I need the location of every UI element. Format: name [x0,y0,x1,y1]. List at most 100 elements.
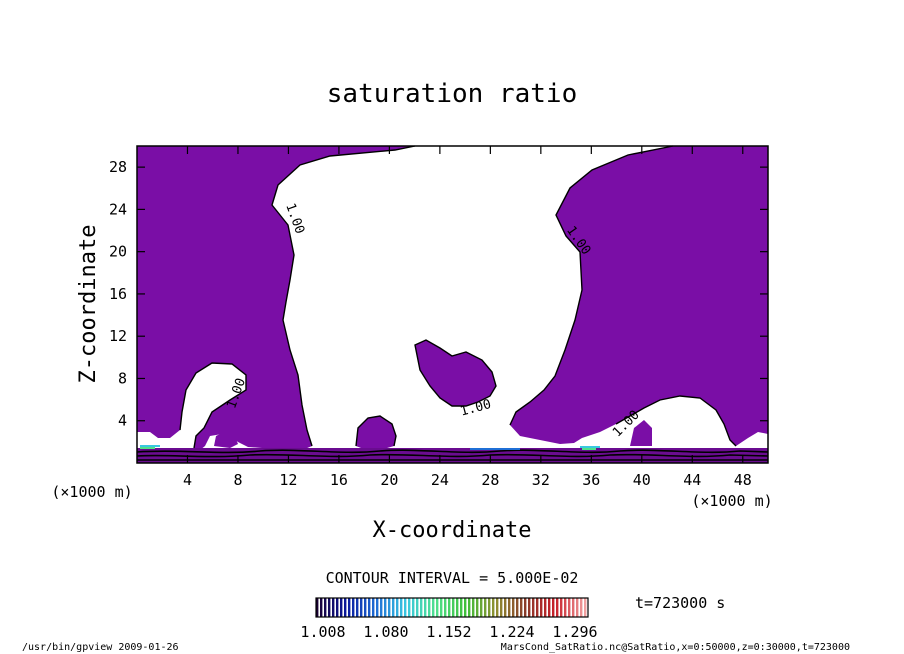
chart-title: saturation ratio [327,79,577,109]
colorbar-swatch [408,598,411,617]
y-axis-ticks: 4 8 12 16 20 24 28 [109,158,768,430]
colorbar-swatch [376,598,379,617]
colorbar-swatch [540,598,543,617]
colorbar-swatch [360,598,363,617]
colorbar-swatch [328,598,331,617]
colorbar-swatch [524,598,527,617]
colorbar-swatch [416,598,419,617]
surface-layer [136,445,769,463]
y-tick-label: 16 [109,285,127,303]
contour-left-loop [179,362,247,449]
colorbar-swatch [516,598,519,617]
colorbar-tick-label: 1.008 [300,623,345,641]
colorbar-swatch [332,598,335,617]
y-axis-title: Z-coordinate [76,225,101,384]
y-tick-label: 28 [109,158,127,176]
colorbar-swatch [552,598,555,617]
colorbar-swatch [544,598,547,617]
colorbar-swatch [336,598,339,617]
colorbar-swatch [352,598,355,617]
colorbar-swatch [512,598,515,617]
x-axis-title: X-coordinate [373,518,532,543]
colorbar-swatch [432,598,435,617]
colorbar-tick-label: 1.152 [426,623,471,641]
contour-left [271,145,416,447]
y-unit-label: (×1000 m) [51,483,132,501]
x-tick-label: 8 [233,471,242,489]
colorbar-swatch [564,598,567,617]
colorbar-swatch [560,598,563,617]
shaded-region-bump [214,432,238,448]
colorbar-swatch [428,598,431,617]
colorbar-swatch [372,598,375,617]
contour-right-loop [615,395,737,447]
colorbar-swatch [584,598,587,617]
colorbar-swatch [484,598,487,617]
shaded-region-left [137,146,415,451]
plot-frame [136,145,769,464]
colorbar-swatch [320,598,323,617]
colorbar-swatch [460,598,463,617]
colorbar-swatch [348,598,351,617]
contour-small [355,415,397,447]
colorbar-swatch [356,598,359,617]
colorbar-swatch [548,598,551,617]
shaded-region-center [415,340,496,406]
colorbar-swatch [480,598,483,617]
x-tick-label: 32 [532,471,550,489]
y-tick-label: 20 [109,243,127,261]
y-tick-label: 24 [109,200,127,218]
colorbar-swatch [488,598,491,617]
x-tick-label: 16 [330,471,348,489]
x-tick-label: 44 [683,471,701,489]
shaded-region-small [356,416,396,450]
colorbar-swatch [440,598,443,617]
surface-contour-1 [136,449,769,454]
colorbar-swatch [420,598,423,617]
colorbar [316,598,587,617]
x-tick-label: 24 [431,471,449,489]
y-tick-label: 8 [118,369,127,387]
colorbar-swatch [496,598,499,617]
colorbar-swatch [532,598,535,617]
contour-lines [179,145,737,449]
colorbar-swatch [508,598,511,617]
colorbar-swatch [340,598,343,617]
colorbar-swatch [400,598,403,617]
colorbar-swatch [448,598,451,617]
shaded-region-right [510,146,768,446]
contour-interval: CONTOUR INTERVAL = 5.000E-02 [326,569,579,587]
colorbar-swatch [572,598,575,617]
footer-left: /usr/bin/gpview 2009-01-26 [22,642,179,653]
x-tick-label: 48 [734,471,752,489]
colorbar-swatch [580,598,583,617]
x-tick-label: 36 [582,471,600,489]
x-tick-label: 28 [481,471,499,489]
colorbar-swatch [316,598,319,617]
colorbar-swatch [364,598,367,617]
colorbar-swatch [324,598,327,617]
colorbar-swatch [452,598,455,617]
colorbar-swatch [404,598,407,617]
x-tick-label: 40 [633,471,651,489]
colorbar-swatch [392,598,395,617]
time-label: t=723000 s [635,594,725,612]
colorbar-swatch [568,598,571,617]
x-tick-label: 12 [279,471,297,489]
colorbar-swatch [396,598,399,617]
colorbar-swatch [384,598,387,617]
colorbar-swatch [472,598,475,617]
colorbar-swatch [464,598,467,617]
footer-right: MarsCond_SatRatio.nc@SatRatio,x=0:50000,… [501,642,850,653]
colorbar-swatch [476,598,479,617]
x-axis-ticks: 4 8 12 16 20 24 28 32 36 40 44 48 [183,146,752,489]
colorbar-swatch [456,598,459,617]
colorbar-swatch [468,598,471,617]
y-tick-label: 12 [109,327,127,345]
colorbar-tick-label: 1.224 [489,623,534,641]
contour-center [414,339,497,407]
x-tick-label: 20 [380,471,398,489]
colorbar-swatch [500,598,503,617]
x-tick-label: 4 [183,471,192,489]
